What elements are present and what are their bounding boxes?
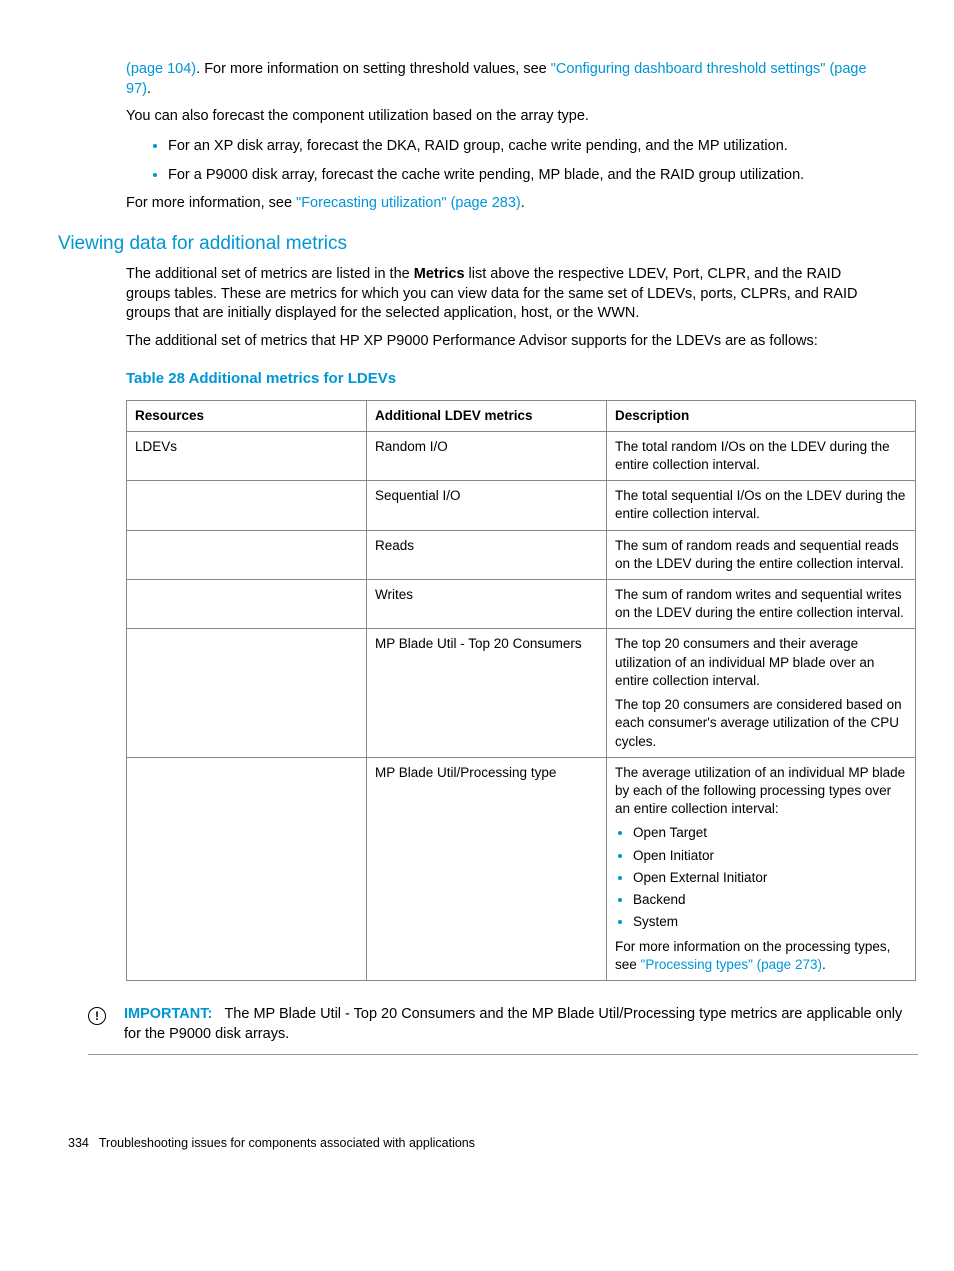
intro-block: (page 104). For more information on sett… — [126, 60, 886, 127]
section-body: The additional set of metrics are listed… — [126, 265, 886, 351]
desc-paragraph: The sum of random writes and sequential … — [615, 586, 907, 622]
desc-paragraph: For more information on the processing t… — [615, 938, 907, 974]
important-label: IMPORTANT: — [124, 1006, 212, 1022]
continued-paragraph: (page 104). For more information on sett… — [126, 60, 886, 99]
desc-paragraph: The sum of random reads and sequential r… — [615, 537, 907, 573]
page-number: 334 — [68, 1136, 89, 1150]
page-104-link[interactable]: (page 104) — [126, 61, 196, 77]
th-description: Description — [607, 400, 916, 431]
metrics-bold: Metrics — [414, 266, 465, 282]
section-para-2: The additional set of metrics that HP XP… — [126, 332, 886, 352]
table-row: ReadsThe sum of random reads and sequent… — [127, 530, 916, 579]
table-row: Sequential I/OThe total sequential I/Os … — [127, 481, 916, 530]
desc-list-item: System — [633, 913, 907, 931]
desc-paragraph: The total random I/Os on the LDEV during… — [615, 438, 907, 474]
table-row: MP Blade Util/Processing typeThe average… — [127, 757, 916, 980]
desc-paragraph: The average utilization of an individual… — [615, 764, 907, 819]
page-footer: 334 Troubleshooting issues for components… — [68, 1135, 886, 1152]
section-para-1: The additional set of metrics are listed… — [126, 265, 886, 324]
desc-list-item: Backend — [633, 891, 907, 909]
more-info-suffix: . — [521, 195, 525, 211]
important-block: ! IMPORTANT: The MP Blade Util - Top 20 … — [88, 1005, 918, 1055]
cell-resource — [127, 481, 367, 530]
th-metrics: Additional LDEV metrics — [367, 400, 607, 431]
desc-paragraph: The top 20 consumers and their average u… — [615, 635, 907, 690]
cell-resource — [127, 530, 367, 579]
cell-description: The average utilization of an individual… — [607, 757, 916, 980]
cell-metric: Random I/O — [367, 431, 607, 480]
cell-description: The total random I/Os on the LDEV during… — [607, 431, 916, 480]
more-info-prefix: For more information, see — [126, 195, 296, 211]
cell-metric: MP Blade Util - Top 20 Consumers — [367, 629, 607, 757]
cell-description: The sum of random writes and sequential … — [607, 580, 916, 629]
desc-list-item: Open External Initiator — [633, 869, 907, 887]
important-text: IMPORTANT: The MP Blade Util - Top 20 Co… — [124, 1005, 918, 1044]
cell-metric: Writes — [367, 580, 607, 629]
processing-types-link[interactable]: "Processing types" (page 273) — [641, 957, 822, 972]
table-row: MP Blade Util - Top 20 ConsumersThe top … — [127, 629, 916, 757]
table-row: WritesThe sum of random writes and seque… — [127, 580, 916, 629]
more-info-line: For more information, see "Forecasting u… — [126, 194, 886, 214]
forecast-line: You can also forecast the component util… — [126, 107, 886, 127]
forecasting-link[interactable]: "Forecasting utilization" (page 283) — [296, 195, 521, 211]
important-icon: ! — [88, 1007, 106, 1025]
cell-description: The top 20 consumers and their average u… — [607, 629, 916, 757]
cell-resource: LDEVs — [127, 431, 367, 480]
desc-list-item: Open Initiator — [633, 847, 907, 865]
table-row: LDEVsRandom I/OThe total random I/Os on … — [127, 431, 916, 480]
bullet-item: For an XP disk array, forecast the DKA, … — [168, 135, 886, 157]
cell-resource — [127, 629, 367, 757]
continued-text-1: . For more information on setting thresh… — [196, 61, 551, 77]
th-resources: Resources — [127, 400, 367, 431]
cell-resource — [127, 757, 367, 980]
desc-paragraph: The top 20 consumers are considered base… — [615, 696, 907, 751]
section-heading: Viewing data for additional metrics — [58, 231, 886, 257]
more-info-block: For more information, see "Forecasting u… — [126, 194, 886, 214]
cell-description: The total sequential I/Os on the LDEV du… — [607, 481, 916, 530]
footer-title: Troubleshooting issues for components as… — [99, 1136, 475, 1150]
table-caption: Table 28 Additional metrics for LDEVs — [126, 369, 886, 389]
desc-suffix: . — [822, 957, 826, 972]
important-body: The MP Blade Util - Top 20 Consumers and… — [124, 1006, 902, 1042]
cell-metric: Reads — [367, 530, 607, 579]
continued-text-2: . — [147, 81, 151, 97]
forecast-bullets: For an XP disk array, forecast the DKA, … — [68, 135, 886, 186]
section-para-1a: The additional set of metrics are listed… — [126, 266, 414, 282]
cell-metric: Sequential I/O — [367, 481, 607, 530]
cell-metric: MP Blade Util/Processing type — [367, 757, 607, 980]
cell-description: The sum of random reads and sequential r… — [607, 530, 916, 579]
desc-list: Open Target Open Initiator Open External I… — [615, 824, 907, 931]
desc-list-item: Open Target — [633, 824, 907, 842]
metrics-table: Resources Additional LDEV metrics Descri… — [126, 400, 916, 981]
bullet-item: For a P9000 disk array, forecast the cac… — [168, 164, 886, 186]
desc-paragraph: The total sequential I/Os on the LDEV du… — [615, 487, 907, 523]
cell-resource — [127, 580, 367, 629]
